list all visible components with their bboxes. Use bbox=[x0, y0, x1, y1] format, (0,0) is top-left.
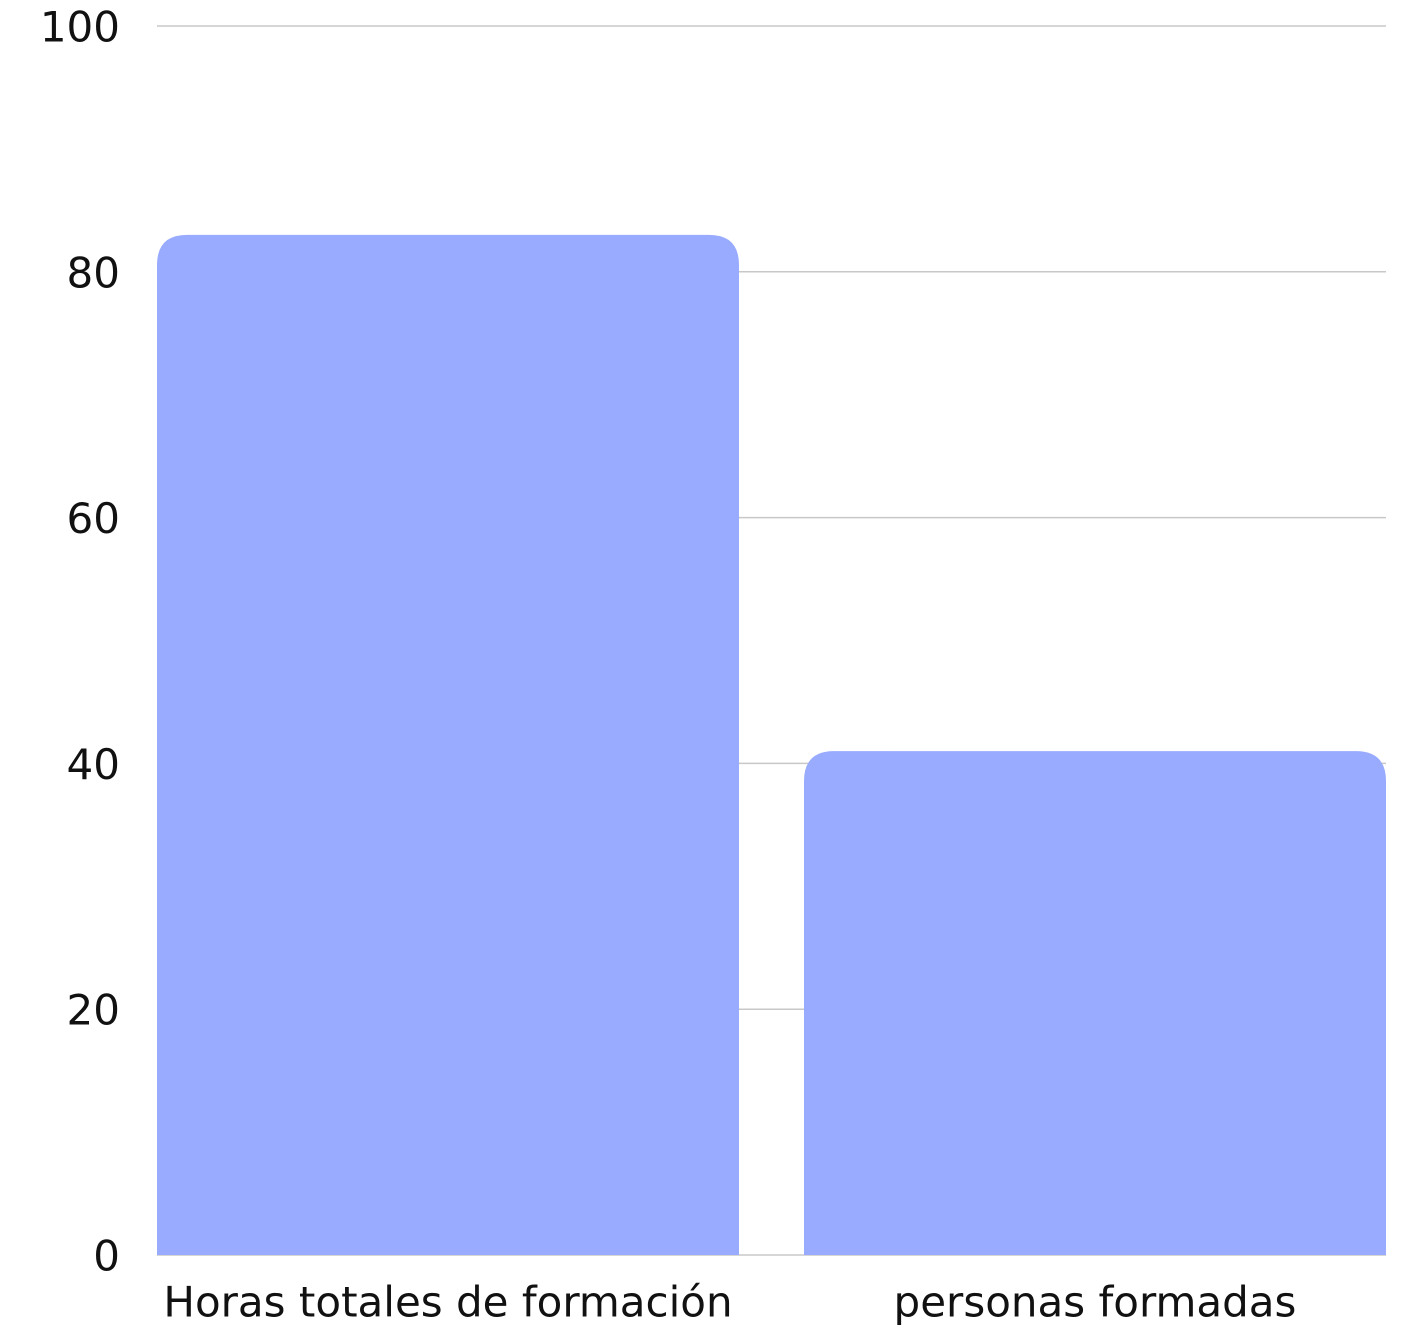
y-tick-label: 80 bbox=[67, 248, 120, 297]
y-tick-label: 100 bbox=[40, 3, 120, 52]
bar bbox=[157, 234, 739, 1255]
x-tick-label: personas formadas bbox=[894, 1278, 1297, 1327]
bar bbox=[804, 751, 1386, 1255]
x-tick-label: Horas totales de formación bbox=[163, 1278, 732, 1327]
y-tick-label: 0 bbox=[93, 1232, 120, 1281]
y-tick-label: 20 bbox=[67, 986, 120, 1035]
y-tick-label: 60 bbox=[67, 494, 120, 543]
y-tick-label: 40 bbox=[67, 740, 120, 789]
